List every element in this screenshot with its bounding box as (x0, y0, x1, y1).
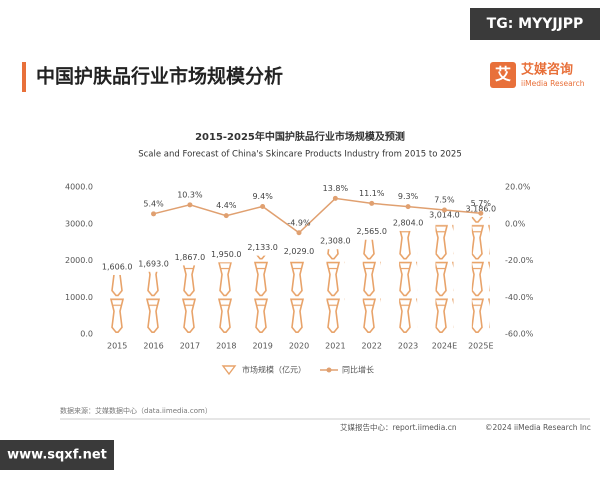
line-value-label: 7.5% (434, 195, 455, 204)
bar (144, 271, 163, 334)
y-tick-label: 4000.0 (65, 183, 93, 192)
line-value-label: 13.8% (323, 184, 349, 193)
line-point (223, 213, 229, 219)
bar (290, 259, 308, 334)
x-tick-label: 2016 (143, 342, 163, 351)
x-tick-label: 2020 (289, 342, 309, 351)
line-point (478, 210, 484, 216)
y2-tick-label: -40.0% (505, 293, 534, 302)
bar-value-label: 2,804.0 (393, 218, 424, 227)
bar-value-label: 1,950.0 (211, 250, 242, 259)
line-point (151, 211, 157, 217)
line-point (296, 230, 302, 236)
bar-value-label: 3,014.0 (429, 211, 460, 220)
x-tick-label: 2022 (362, 342, 382, 351)
line-value-label: 10.3% (177, 190, 203, 199)
y2-tick-label: 20.0% (505, 183, 531, 192)
line-value-label: 9.3% (398, 192, 419, 201)
line-value-label: 5.7% (471, 199, 492, 208)
y-tick-label: 1000.0 (65, 293, 93, 302)
chart-title: 2015-2025年中国护肤品行业市场规模及预测 (195, 130, 405, 143)
y2-tick-label: -60.0% (505, 330, 534, 339)
line-point (260, 203, 266, 209)
bar (217, 262, 236, 334)
bar-value-label: 2,565.0 (356, 227, 387, 236)
bar-value-label: 1,693.0 (138, 259, 169, 268)
line (153, 197, 481, 234)
x-tick-label: 2018 (216, 342, 236, 351)
line-value-label: -4.9% (287, 218, 311, 227)
line-point (369, 200, 375, 206)
y-tick-label: 3000.0 (65, 219, 93, 228)
y2-tick-label: -20.0% (505, 256, 534, 265)
line-value-label: 9.4% (252, 192, 273, 201)
logo-en: iiMedia Research (521, 79, 585, 88)
bar (471, 216, 490, 334)
legend-swatch (221, 365, 237, 376)
footer-right: ©2024 iiMedia Research Inc (485, 423, 591, 432)
legend-label: 市场规模（亿元） (242, 365, 306, 375)
chart-subtitle: Scale and Forecast of China's Skincare P… (138, 150, 462, 160)
logo-icon (490, 62, 516, 88)
title-bar (22, 62, 26, 92)
source: 数据来源：艾媒数据中心（data.iimedia.com） (60, 406, 212, 415)
bar-value-label: 2,029.0 (284, 247, 315, 256)
x-tick-label: 2021 (325, 342, 345, 351)
line-value-label: 5.4% (143, 199, 164, 208)
y2-tick-label: 0.0% (505, 219, 526, 228)
bar (435, 223, 454, 334)
watermark: www.sqxf.net (7, 448, 107, 463)
x-tick-label: 2019 (252, 342, 272, 351)
logo-mark: 艾 (495, 65, 511, 84)
y-tick-label: 0.0 (80, 330, 93, 339)
y-tick-label: 2000.0 (65, 256, 93, 265)
legend-label: 同比增长 (342, 365, 374, 375)
bar (253, 255, 272, 334)
line-point (332, 195, 338, 201)
page-title: 中国护肤品行业市场规模分析 (36, 65, 283, 88)
bar-value-label: 1,867.0 (175, 253, 206, 262)
bar-value-label: 2,133.0 (247, 243, 278, 252)
line-point (405, 204, 411, 210)
x-tick-label: 2024E (432, 342, 457, 351)
watermark-box (0, 440, 114, 470)
line-value-label: 11.1% (359, 189, 385, 198)
bar (326, 249, 345, 334)
logo-text: 艾媒咨询 (521, 62, 573, 78)
watermark-box (470, 8, 600, 40)
line-point (187, 202, 193, 208)
footer-center: 艾媒报告中心：report.iimedia.cn (340, 422, 457, 432)
bar-value-label: 1,606.0 (102, 262, 133, 271)
x-tick-label: 2025E (468, 342, 493, 351)
bar (108, 274, 127, 334)
bar-value-label: 2,308.0 (320, 237, 351, 246)
line-value-label: 4.4% (216, 201, 237, 210)
x-tick-label: 2023 (398, 342, 418, 351)
x-tick-label: 2015 (107, 342, 127, 351)
x-tick-label: 2017 (180, 342, 200, 351)
bar (180, 265, 199, 334)
line-point (441, 207, 447, 213)
bar (362, 239, 381, 334)
watermark: TG: MYYJJPP (487, 16, 584, 32)
legend-swatch (326, 367, 332, 373)
bar-value-label: 3,186.0 (466, 204, 497, 213)
bar (399, 230, 418, 334)
